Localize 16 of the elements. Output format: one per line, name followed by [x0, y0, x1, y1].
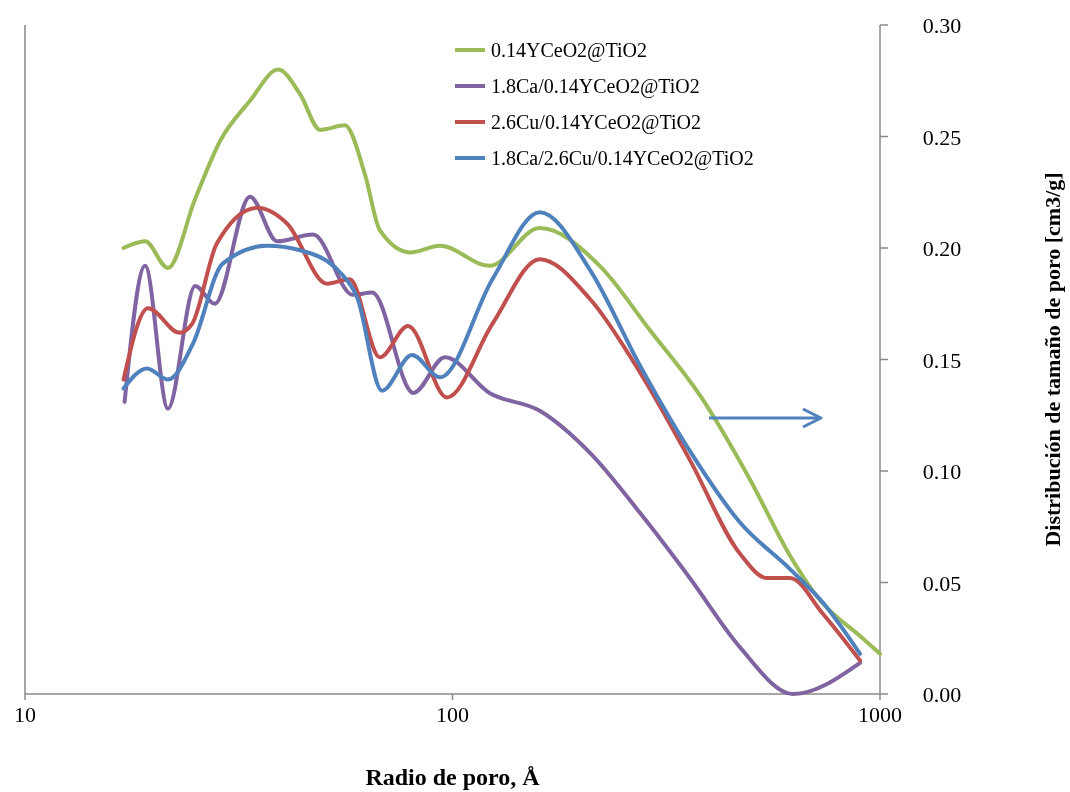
legend-label: 0.14YCeO2@TiO2 [491, 39, 648, 62]
y-tick-label: 0.00 [922, 682, 962, 707]
x-tick-label: 1000 [858, 702, 902, 727]
legend-label: 1.8Ca/0.14YCeO2@TiO2 [491, 75, 700, 98]
y-tick-label: 0.30 [922, 13, 962, 38]
y-tick-label: 0.20 [922, 236, 962, 261]
y-axis-title: Distribución de tamaño de poro [cm3/g] [1040, 172, 1065, 547]
x-tick-label: 100 [436, 702, 469, 727]
legend-label: 2.6Cu/0.14YCeO2@TiO2 [491, 111, 701, 134]
y-tick-label: 0.05 [922, 570, 962, 596]
x-tick-label: 10 [14, 702, 36, 727]
legend-label: 1.8Ca/2.6Cu/0.14YCeO2@TiO2 [491, 147, 754, 170]
x-axis-title: Radio de poro, Å [365, 764, 541, 790]
y-tick-label: 0.10 [922, 459, 962, 484]
y-tick-label: 0.25 [922, 124, 962, 150]
y-tick-label: 0.15 [922, 347, 962, 373]
